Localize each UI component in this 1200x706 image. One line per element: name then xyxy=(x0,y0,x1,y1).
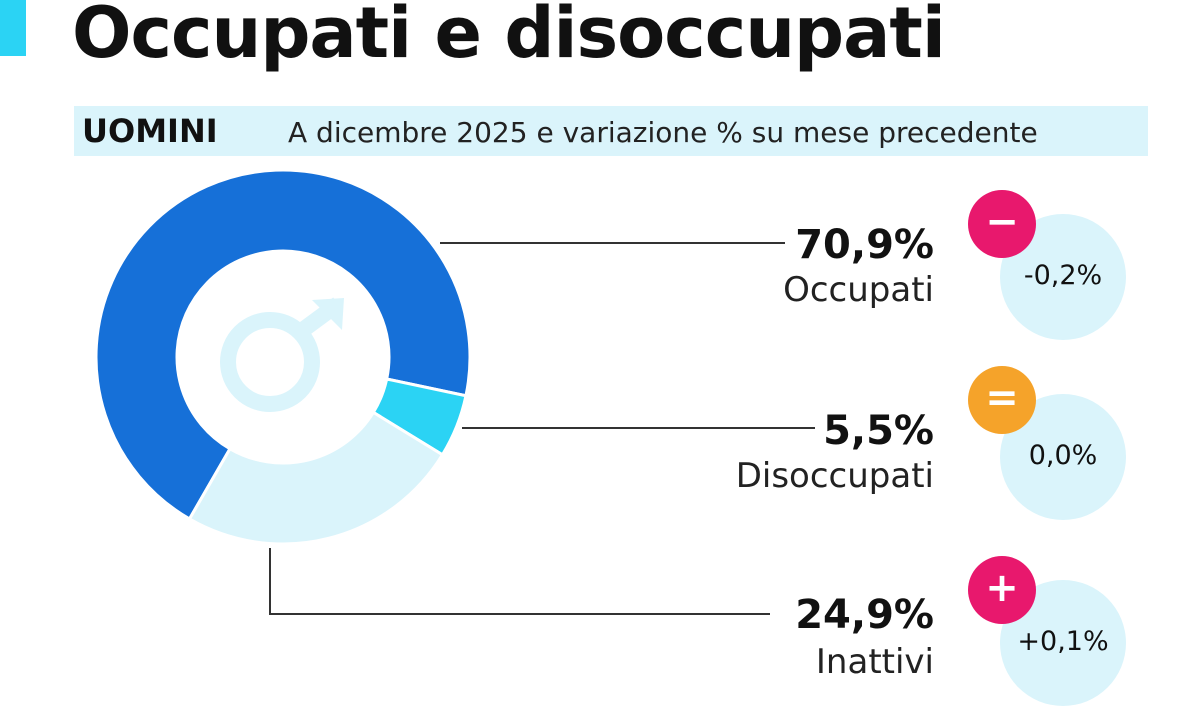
value-inattivi: 24,9% xyxy=(795,592,934,638)
minus-badge-icon: − xyxy=(968,190,1036,258)
value-disoccupati: 5,5% xyxy=(823,408,934,454)
title-accent-bar xyxy=(0,0,26,56)
value-occupati: 70,9% xyxy=(795,222,934,268)
label-inattivi: Inattivi xyxy=(815,642,934,682)
donut-chart xyxy=(94,168,815,615)
subtitle-bar: UOMINI A dicembre 2025 e variazione % su… xyxy=(74,106,1148,156)
gender-label: UOMINI xyxy=(82,112,218,150)
donut-slice-inattivi xyxy=(187,410,445,546)
male-symbol-icon xyxy=(220,297,344,412)
page-title: Occupati e disoccupati xyxy=(72,0,946,74)
label-occupati: Occupati xyxy=(783,270,934,310)
change-value: +0,1% xyxy=(1017,626,1109,657)
plus-badge-icon: + xyxy=(968,556,1036,624)
change-value: 0,0% xyxy=(1028,440,1098,471)
subtitle-description: A dicembre 2025 e variazione % su mese p… xyxy=(288,116,1038,149)
donut-slice-occupati xyxy=(94,168,472,521)
equal-badge-icon: = xyxy=(968,366,1036,434)
label-disoccupati: Disoccupati xyxy=(735,456,934,496)
leader-line-inattivi xyxy=(269,548,770,615)
change-value: -0,2% xyxy=(1023,260,1103,291)
